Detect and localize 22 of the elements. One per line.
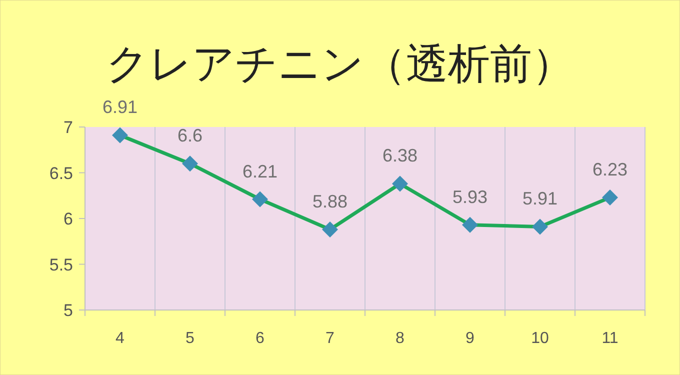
x-tick-label: 8 <box>396 330 405 347</box>
data-label: 5.91 <box>522 188 558 209</box>
data-label: 6.6 <box>177 126 203 146</box>
y-tick-label: 5.5 <box>49 255 73 274</box>
y-tick-label: 7 <box>64 118 73 137</box>
data-label: 6.21 <box>242 161 278 182</box>
data-label: 6.23 <box>592 159 628 180</box>
x-tick-label: 11 <box>602 330 618 347</box>
y-tick-label: 6.5 <box>49 164 73 183</box>
x-tick-label: 6 <box>256 330 265 347</box>
y-tick-label: 5 <box>64 301 73 320</box>
data-label: 5.93 <box>452 186 488 207</box>
chart-title: クレアチニン（透析前） <box>106 40 574 87</box>
data-label: 6.91 <box>102 97 138 118</box>
x-tick-label: 9 <box>466 330 475 347</box>
x-tick-label: 5 <box>186 330 195 347</box>
x-tick-label: 10 <box>531 330 549 347</box>
y-tick-label: 6 <box>64 210 73 228</box>
x-tick-label: 7 <box>326 330 335 347</box>
data-label: 5.88 <box>312 191 348 212</box>
data-label: 6.38 <box>382 146 418 166</box>
x-tick-label: 4 <box>116 330 125 347</box>
